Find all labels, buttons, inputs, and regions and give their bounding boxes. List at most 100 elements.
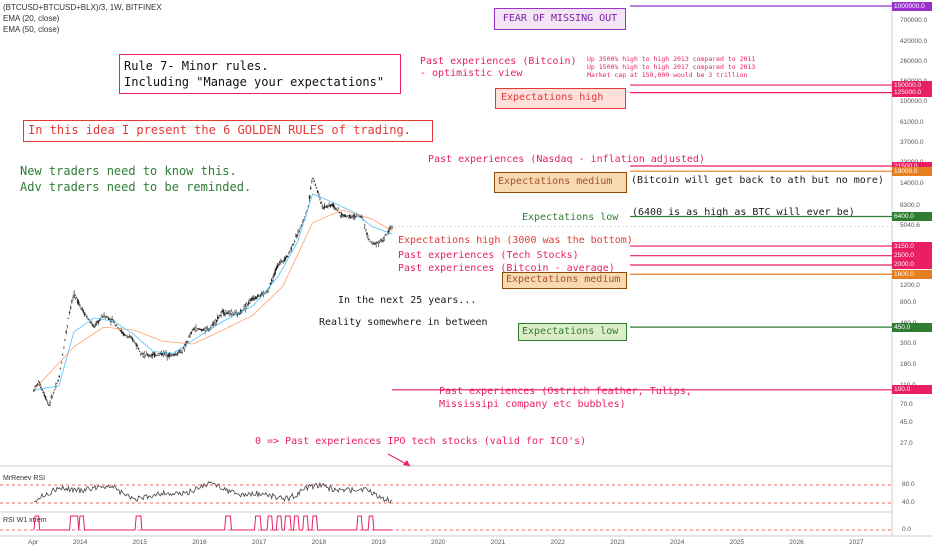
candle-body	[88, 319, 90, 321]
rule7-line1: Rule 7- Minor rules.	[124, 59, 269, 73]
expectations-high-top-box: Expectations high	[495, 88, 626, 109]
candle-body	[182, 348, 185, 350]
candle-body	[354, 216, 357, 218]
candle-body	[52, 391, 55, 393]
fomo-box: FEAR OF MISSING OUT	[494, 8, 626, 30]
candle-body	[206, 328, 209, 330]
past-btc-optimistic-line1: Past experiences (Bitcoin)	[420, 56, 577, 67]
price-tick: 37000.0	[900, 139, 924, 147]
candle-body	[61, 354, 64, 356]
candle-body	[135, 343, 137, 346]
candle-body	[51, 396, 54, 398]
candle-body	[301, 220, 304, 223]
past-tech-text: Past experiences (Tech Stocks)	[398, 250, 579, 261]
candle-body	[246, 303, 249, 305]
time-tick: 2018	[311, 539, 327, 546]
rule7-box: Rule 7- Minor rules. Including "Manage y…	[119, 54, 401, 94]
time-tick: Apr	[28, 539, 39, 546]
candle-body	[84, 314, 87, 316]
candle-body	[291, 244, 294, 247]
candle-body	[87, 318, 89, 320]
price-level-label: 2000.0	[892, 260, 932, 270]
candle-body	[115, 324, 118, 326]
candle-body	[383, 236, 385, 239]
candle-body	[125, 334, 127, 336]
candle-body	[67, 318, 70, 319]
candle-body	[266, 291, 268, 293]
candle-body	[40, 387, 42, 389]
candle-body	[45, 399, 48, 401]
candle-body	[215, 319, 218, 322]
candle-body	[231, 312, 234, 315]
price-level-label: 1600.0	[892, 269, 932, 279]
ema-20-line	[33, 193, 393, 391]
time-tick: 2017	[251, 539, 267, 546]
past-nasdaq-text: Past experiences (Nasdaq - inflation adj…	[428, 154, 705, 165]
candle-body	[225, 310, 227, 314]
candle-body	[274, 270, 276, 275]
price-level-label: 2500.0	[892, 251, 932, 261]
candle-body	[289, 250, 291, 252]
candle-body	[102, 316, 104, 318]
candle-body	[134, 342, 136, 344]
price-tick: 45.0	[900, 419, 913, 427]
price-tick: 260000.0	[900, 58, 928, 66]
candle-body	[249, 300, 251, 304]
candle-body	[158, 353, 160, 356]
time-tick: 2025	[729, 539, 745, 546]
expectations-high-bottom-text: Expectations high (3000 was the bottom)	[398, 235, 633, 246]
candle-body	[275, 268, 278, 271]
candle-body	[79, 304, 81, 306]
candle-body	[313, 181, 315, 182]
candle-body	[35, 385, 38, 387]
candle-body	[48, 404, 50, 406]
price-level-label: 6400.0	[892, 212, 932, 221]
candle-body	[175, 354, 178, 356]
candle-body	[267, 290, 269, 292]
candle-body	[308, 195, 311, 199]
candle-body	[265, 291, 267, 294]
ema50-legend: EMA (50, close)	[3, 25, 60, 34]
candle-body	[371, 243, 374, 245]
candle-body	[365, 229, 367, 232]
rsi-xtrem-line	[33, 515, 393, 531]
time-tick: 2020	[431, 539, 446, 546]
expectations-low-bottom-box: Expectations low	[518, 323, 627, 341]
candle-body	[191, 329, 194, 331]
xtrem-tick-0: 0.0	[902, 526, 912, 533]
candle-body	[97, 321, 100, 324]
candle-body	[47, 402, 49, 404]
candle-body	[316, 190, 319, 193]
price-tick: 700000.0	[900, 16, 928, 24]
candle-body	[176, 352, 179, 355]
price-level-label: 150000.0	[892, 80, 932, 90]
candle-body	[71, 300, 73, 302]
candle-body	[86, 315, 88, 317]
candle-body	[299, 226, 302, 229]
rsi-tick-80: 80.0	[902, 481, 915, 488]
candle-body	[43, 394, 46, 396]
price-level-label: 450.0	[892, 322, 932, 332]
golden-rules-box: In this idea I present the 6 GOLDEN RULE…	[23, 120, 433, 142]
ath-note: (Bitcoin will get back to ath but no mor…	[631, 175, 884, 186]
candle-body	[309, 187, 312, 190]
candle-body	[245, 304, 248, 308]
candle-body	[288, 252, 290, 255]
chart-title: (BTCUSD+BTCUSD+BLX)/3, 1W, BITFINEX	[3, 3, 162, 12]
candle-body	[276, 264, 279, 269]
high-6400-note: (6400 is as high as BTC will ever be)	[632, 207, 855, 218]
price-level-label: 21500.0	[892, 161, 932, 171]
past-btc-optimistic-line2: - optimistic view	[420, 68, 523, 79]
past-btc-average-text: Past experiences (Bitcoin - average)	[398, 263, 615, 274]
candle-body	[57, 380, 59, 382]
candle-body	[56, 382, 58, 384]
expectations-medium-top-box: Expectations medium	[494, 172, 627, 193]
candle-body	[63, 346, 65, 349]
candle-body	[69, 307, 72, 309]
candle-body	[222, 310, 225, 314]
candle-body	[244, 306, 247, 309]
candle-body	[80, 307, 82, 309]
price-tick: 100000.0	[900, 97, 928, 105]
candle-body	[233, 314, 235, 316]
candle-body	[298, 231, 300, 233]
